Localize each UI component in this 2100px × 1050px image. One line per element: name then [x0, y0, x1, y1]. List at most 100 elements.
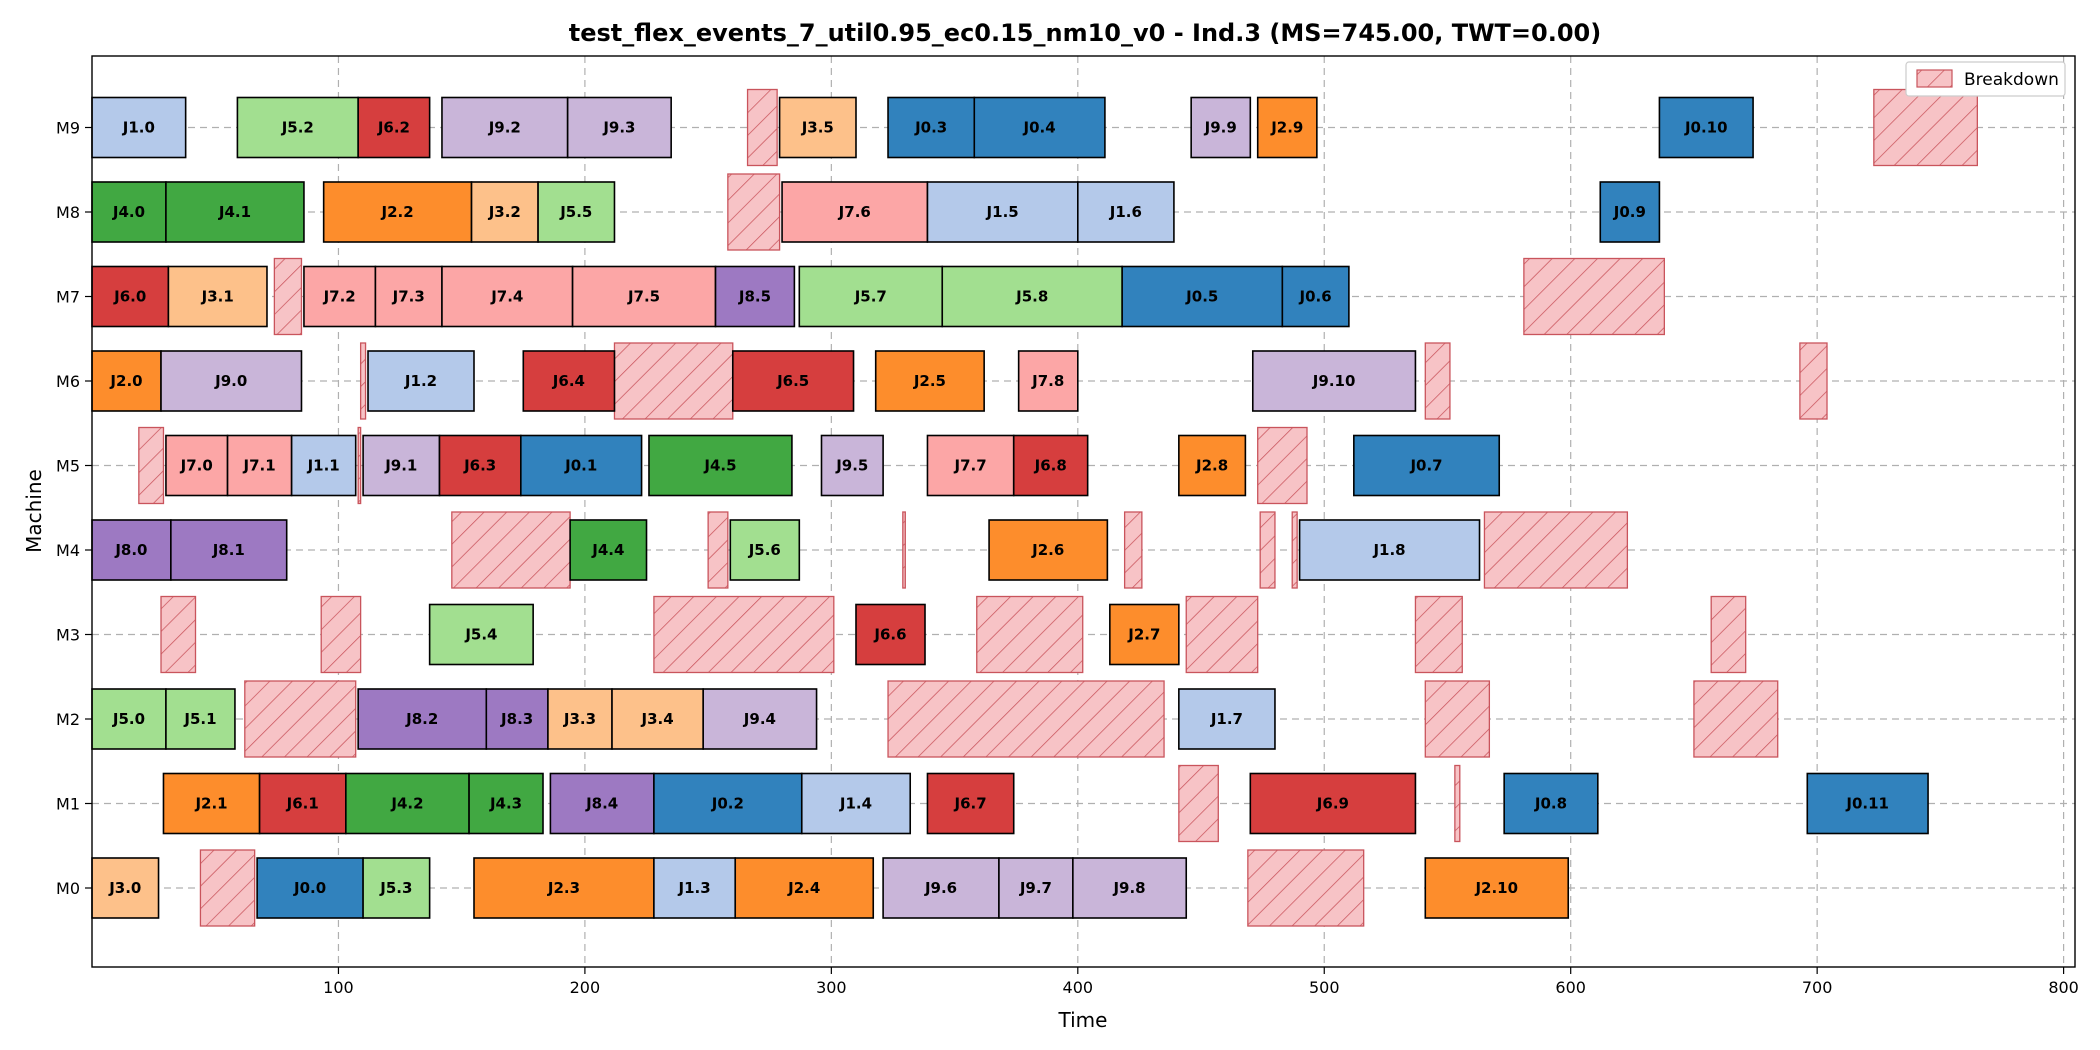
operation-bar: J4.3: [468, 772, 544, 835]
operation-label: J8.5: [738, 288, 771, 306]
x-tick-label: 500: [1309, 978, 1340, 997]
breakdown-hatch: [359, 342, 367, 420]
operation-label: J4.1: [218, 203, 251, 221]
operation-label: J0.3: [914, 119, 947, 137]
operation-label: J7.5: [627, 288, 660, 306]
operation-label: J7.0: [180, 457, 213, 475]
operation-rect: [882, 857, 1000, 919]
operation-rect: [256, 857, 364, 919]
operation-bar: J4.1: [165, 181, 305, 243]
operation-label: J9.7: [1019, 879, 1052, 897]
operation-rect: [1353, 434, 1501, 497]
breakdown-bar: [1799, 342, 1828, 420]
operation-bar: J6.2: [357, 96, 431, 159]
operation-label: J3.4: [641, 710, 674, 728]
breakdown-bar: [451, 511, 571, 589]
y-axis-label: Machine: [22, 469, 46, 553]
operation-bar: J2.8: [1178, 434, 1247, 497]
breakdown-hatch: [160, 595, 197, 674]
operation-bar: J7.6: [781, 181, 929, 243]
operation-bar: J5.3: [362, 857, 431, 919]
operation-bar: J5.7: [798, 265, 944, 328]
breakdown-hatch: [902, 511, 906, 589]
operation-label: J0.10: [1684, 119, 1728, 137]
operation-label: J8.2: [405, 710, 438, 728]
operation-label: J1.0: [122, 119, 155, 137]
operation-label: J5.2: [281, 119, 314, 137]
operation-bar: J1.8: [1298, 519, 1481, 581]
operation-label: J7.3: [392, 288, 425, 306]
operation-label: J0.8: [1534, 795, 1567, 813]
y-tick-label: M6: [56, 372, 80, 391]
breakdown-hatch: [1178, 764, 1219, 843]
operation-bar: J3.3: [547, 688, 613, 750]
operation-bar: J7.5: [571, 265, 717, 328]
operation-label: J2.7: [1127, 626, 1160, 644]
operation-label: J0.6: [1299, 288, 1332, 306]
operation-rect: [653, 772, 803, 835]
operation-bar: J3.5: [778, 96, 857, 159]
operation-bar: J1.1: [290, 434, 357, 497]
breakdown-hatch: [1123, 511, 1143, 589]
operation-label: J9.3: [602, 119, 635, 137]
operation-rect: [170, 519, 288, 581]
operation-rect: [549, 772, 655, 835]
x-axis-label: Time: [1058, 1008, 1108, 1032]
operation-bar: J2.3: [473, 857, 655, 919]
operation-rect: [731, 350, 855, 412]
breakdown-bar: [244, 680, 357, 758]
breakdown-bar: [613, 342, 734, 420]
breakdown-bar: [887, 680, 1165, 758]
breakdown-hatch: [1424, 342, 1451, 420]
operation-label: J5.6: [748, 541, 781, 559]
operation-bar: J2.7: [1109, 603, 1180, 666]
operation-bar: J5.4: [428, 603, 534, 666]
breakdown-bar: [1710, 595, 1747, 674]
operation-bar: J0.3: [887, 96, 976, 159]
operation-label: J6.6: [873, 626, 906, 644]
breakdown-bar: [138, 426, 165, 505]
operation-rect: [473, 857, 655, 919]
operation-rect: [800, 772, 912, 835]
breakdown-bar: [976, 595, 1084, 674]
breakdown-bar: [1257, 426, 1308, 505]
y-tick-label: M1: [56, 795, 80, 814]
operation-rect: [468, 772, 544, 835]
operation-label: J1.1: [307, 457, 340, 475]
operation-bar: J8.5: [714, 265, 796, 328]
breakdown-hatch: [1693, 680, 1779, 758]
operation-label: J8.4: [585, 795, 618, 813]
operation-bar: J5.0: [91, 688, 167, 750]
breakdown-bar: [1414, 595, 1463, 674]
operation-rect: [1012, 434, 1089, 497]
operation-bar: J8.2: [357, 688, 488, 750]
operation-rect: [485, 688, 549, 750]
operation-label: J1.5: [986, 203, 1019, 221]
operation-bar: J9.1: [362, 434, 441, 497]
operation-bar: J6.4: [522, 350, 616, 412]
operation-bar: J7.4: [441, 265, 574, 328]
operation-label: J1.7: [1210, 710, 1243, 728]
operation-label: J7.2: [323, 288, 356, 306]
operation-rect: [160, 350, 303, 412]
breakdown-hatch: [138, 426, 165, 505]
operation-label: J9.4: [743, 710, 776, 728]
operation-bar: J8.1: [170, 519, 288, 581]
operation-label: J9.10: [1312, 372, 1356, 390]
operation-label: J9.9: [1204, 119, 1237, 137]
operation-label: J4.4: [591, 541, 624, 559]
breakdown-bar: [1178, 764, 1219, 843]
operation-bar: J5.8: [941, 265, 1123, 328]
x-tick-label: 300: [816, 978, 847, 997]
operation-label: J0.11: [1845, 795, 1889, 813]
operation-rect: [729, 519, 801, 581]
operation-bar: J8.4: [549, 772, 655, 835]
operation-label: J7.6: [838, 203, 871, 221]
breakdown-hatch: [1257, 426, 1308, 505]
operation-bar: J5.5: [537, 181, 616, 243]
breakdown-hatch: [1414, 595, 1463, 674]
breakdown-hatch: [613, 342, 734, 420]
y-tick-label: M0: [56, 879, 80, 898]
operation-rect: [569, 519, 648, 581]
operation-label: J0.7: [1409, 457, 1442, 475]
